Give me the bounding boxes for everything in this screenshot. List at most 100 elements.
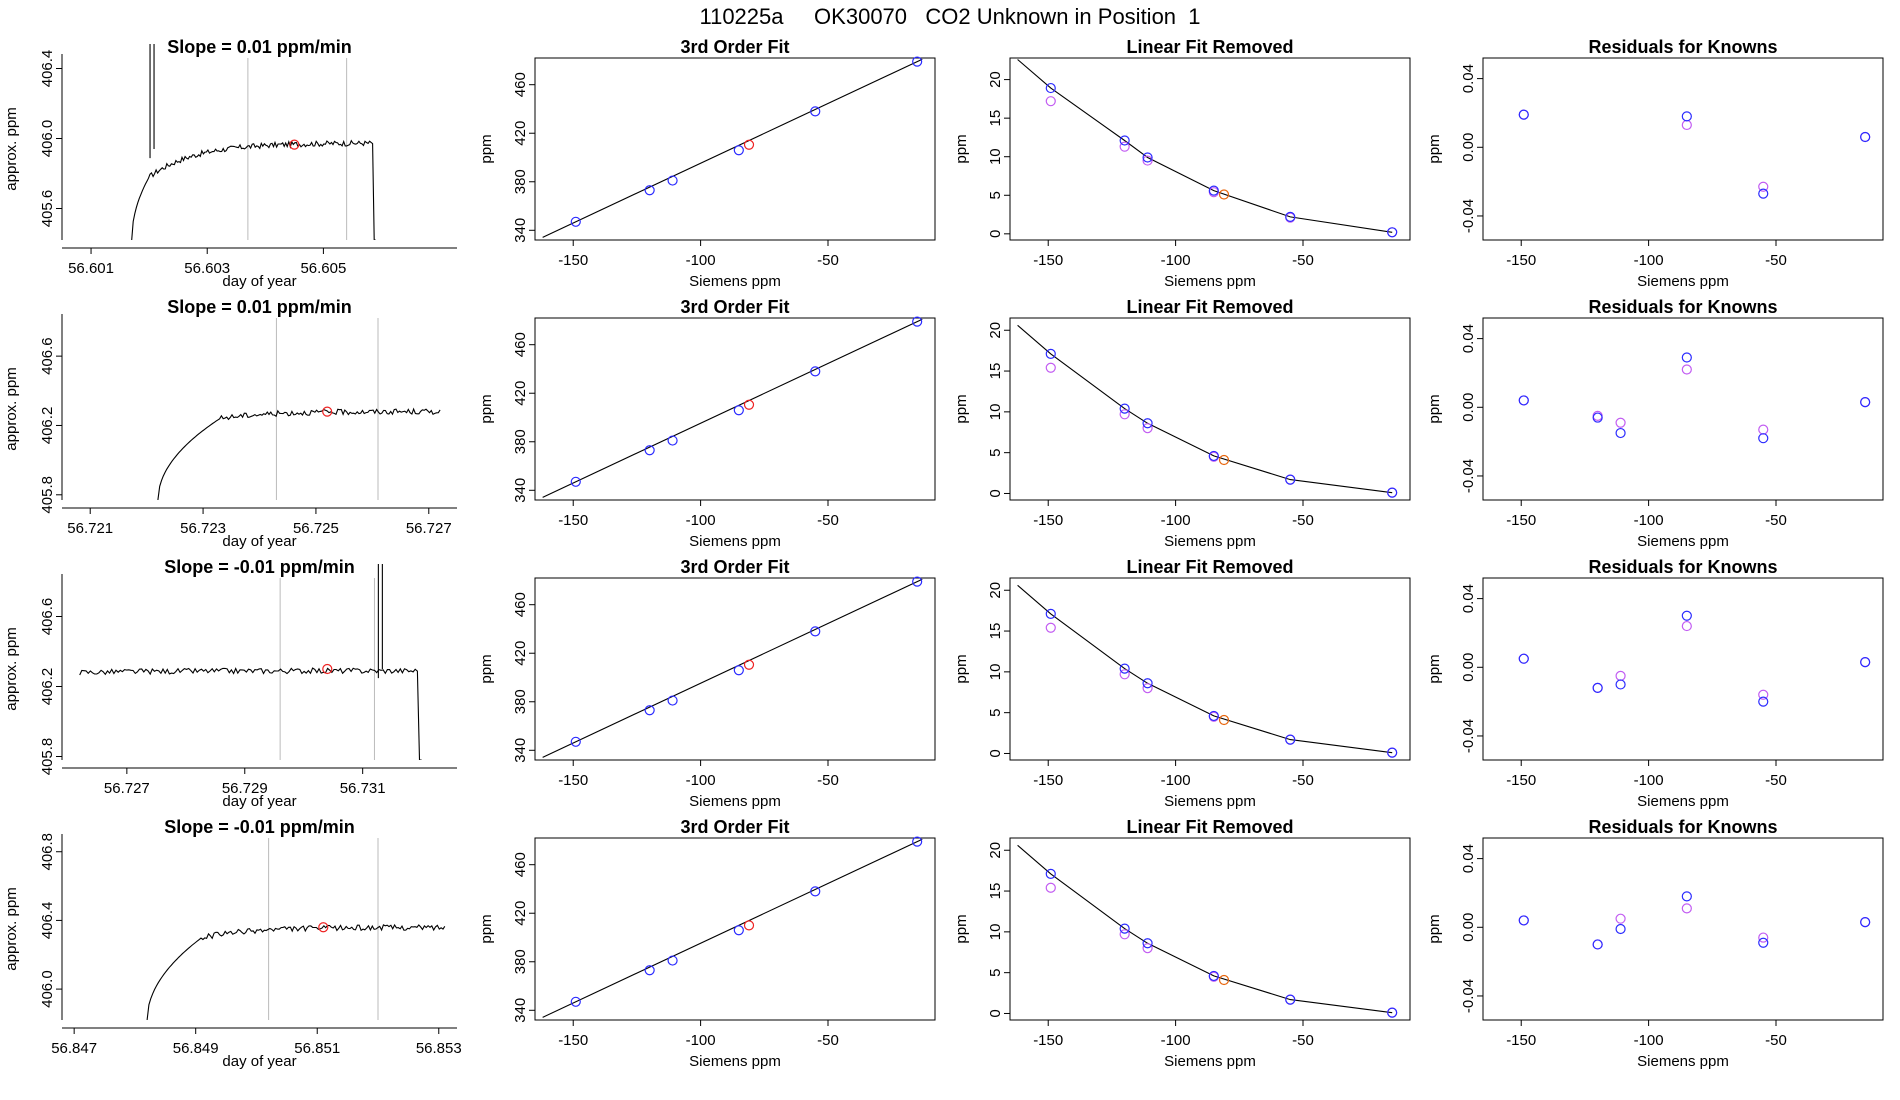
x-tick-label: -50: [817, 1032, 839, 1049]
x-tick-label: -50: [1292, 512, 1314, 529]
known-point: [1681, 352, 1692, 363]
known-point: [1387, 227, 1398, 238]
x-tick-label: -150: [1506, 1032, 1536, 1049]
y-tick-label: 406.2: [39, 407, 56, 445]
y-axis-label: ppm: [1426, 654, 1443, 683]
y-axis-label: ppm: [953, 394, 970, 423]
y-tick-label: 0.00: [1460, 393, 1477, 422]
plot-frame: [534, 317, 936, 501]
plot-frame: [1009, 577, 1411, 761]
known-point: [733, 925, 744, 936]
y-tick-label: 20: [987, 71, 1004, 88]
y-axis-label: approx. ppm: [3, 367, 20, 450]
x-tick-label: 56.725: [293, 520, 339, 537]
x-tick-label: -100: [686, 1032, 716, 1049]
spike-line: [377, 564, 383, 679]
known-point-alt: [1119, 141, 1130, 152]
y-tick-label: 380: [512, 689, 529, 714]
x-axis-label: day of year: [222, 1053, 296, 1070]
y-tick-label: 406.8: [39, 833, 56, 871]
known-point: [1518, 653, 1529, 664]
x-tick-label: -50: [1292, 252, 1314, 269]
quadratic-curve-line: [1017, 59, 1393, 233]
known-point: [1285, 994, 1296, 1005]
x-tick-label: -150: [1506, 252, 1536, 269]
known-point: [1119, 403, 1130, 414]
known-point: [1758, 937, 1769, 948]
known-point: [644, 965, 655, 976]
y-tick-label: 406.2: [39, 668, 56, 706]
known-point: [1119, 135, 1130, 146]
y-tick-label: 10: [987, 924, 1004, 941]
quadratic-curve-line: [1017, 324, 1393, 494]
y-tick-label: 405.8: [39, 476, 56, 514]
known-point-alt: [1615, 670, 1626, 681]
known-point: [733, 665, 744, 676]
known-point-alt: [1142, 155, 1153, 166]
known-point: [1758, 696, 1769, 707]
x-tick-label: 56.605: [300, 260, 346, 277]
known-point: [1119, 663, 1130, 674]
y-axis-label: approx. ppm: [3, 107, 20, 190]
known-point-alt: [1045, 362, 1056, 373]
x-tick-label: -150: [558, 252, 588, 269]
known-point-alt: [1142, 943, 1153, 954]
known-point: [1860, 657, 1871, 668]
known-point-alt: [1119, 409, 1130, 420]
y-tick-label: 380: [512, 169, 529, 194]
known-point: [1592, 412, 1603, 423]
panel-title: 3rd Order Fit: [680, 37, 789, 57]
known-point-alt: [1758, 689, 1769, 700]
y-tick-label: 10: [987, 404, 1004, 421]
y-tick-label: 15: [987, 883, 1004, 900]
known-point: [1285, 211, 1296, 222]
known-point: [1681, 610, 1692, 621]
y-tick-label: 406.0: [39, 970, 56, 1008]
x-tick-label: -50: [1765, 252, 1787, 269]
known-point: [1208, 450, 1219, 462]
x-tick-label: -100: [1634, 1032, 1664, 1049]
panel-3-4: Residuals for Knowns -150 -100 -50 Siemens p…: [1426, 557, 1884, 810]
y-tick-label: 405.6: [39, 190, 56, 228]
panel-3-1: Slope = -0.01 ppm/min 56.727 56.729 56.731 d…: [3, 557, 457, 810]
y-tick-label: 460: [512, 592, 529, 617]
known-point: [1285, 734, 1296, 745]
known-point-alt: [1615, 913, 1626, 924]
known-point: [1142, 418, 1153, 429]
y-tick-label: 0: [987, 230, 1004, 238]
known-point: [1387, 1007, 1398, 1018]
known-point: [1142, 152, 1153, 163]
known-point: [1860, 131, 1871, 143]
y-tick-label: 406.0: [39, 120, 56, 158]
x-tick-label: -150: [1506, 512, 1536, 529]
x-tick-label: -100: [1161, 1032, 1191, 1049]
y-tick-label: 340: [512, 998, 529, 1023]
panel-1-4: Residuals for Knowns -150 -100 -50 Siemens p…: [1426, 37, 1884, 290]
known-point: [1615, 923, 1626, 935]
y-tick-label: 15: [987, 363, 1004, 380]
known-point: [1758, 188, 1769, 199]
panel-title: Residuals for Knowns: [1588, 37, 1777, 57]
y-tick-label: 0.00: [1460, 913, 1477, 942]
x-tick-label: -150: [1506, 772, 1536, 789]
x-tick-label: -100: [1634, 252, 1664, 269]
unknown-point: [1218, 974, 1230, 986]
y-tick-label: 340: [512, 218, 529, 243]
y-tick-label: 20: [987, 322, 1004, 339]
known-point-alt: [1681, 364, 1692, 375]
known-point: [1518, 395, 1529, 406]
x-tick-label: -100: [1634, 772, 1664, 789]
known-point: [570, 216, 581, 227]
known-point: [1518, 109, 1529, 120]
y-tick-label: 460: [512, 852, 529, 877]
y-tick-label: 5: [987, 708, 1004, 716]
known-point: [810, 366, 821, 377]
y-axis-label: ppm: [478, 134, 495, 163]
known-point: [644, 705, 655, 716]
unknown-point: [1218, 714, 1230, 726]
known-point: [667, 435, 678, 446]
y-tick-label: 5: [987, 191, 1004, 199]
plot-frame: [1482, 577, 1884, 761]
known-point-alt: [1142, 423, 1153, 434]
